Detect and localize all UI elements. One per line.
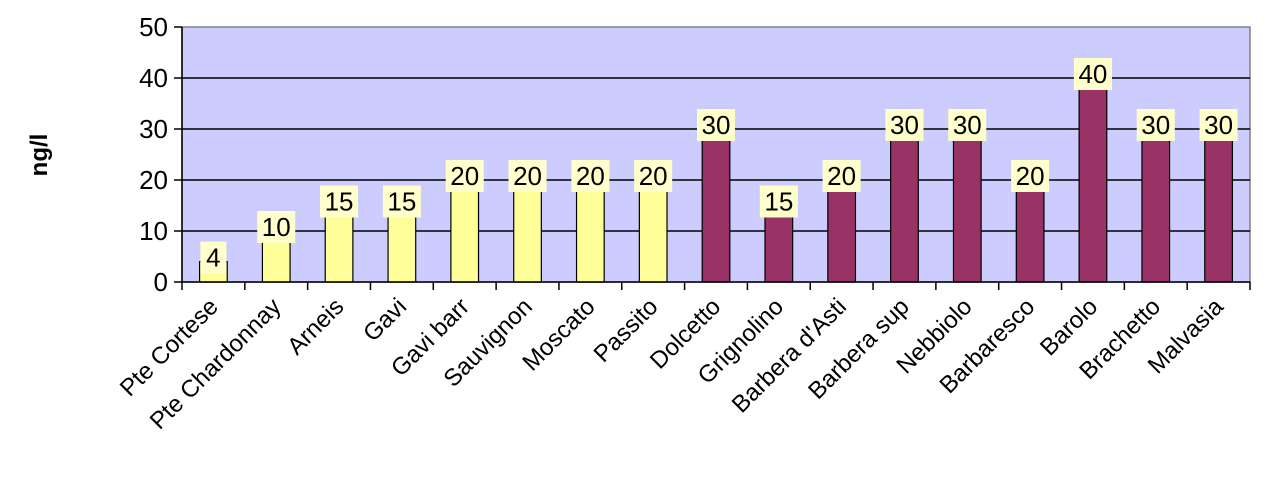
data-label-box xyxy=(445,160,484,192)
data-label-box xyxy=(697,109,735,141)
y-axis-label: ng/l xyxy=(26,134,53,177)
bar xyxy=(513,179,542,283)
data-label-box xyxy=(320,185,359,218)
data-label-box xyxy=(571,160,610,192)
data-label-box xyxy=(634,160,673,192)
data-label: 20 xyxy=(513,161,542,191)
data-label-box xyxy=(822,160,861,192)
data-label: 30 xyxy=(702,110,731,140)
bar xyxy=(1015,179,1045,283)
data-label: 30 xyxy=(890,110,919,140)
data-label: 30 xyxy=(1204,110,1233,140)
bar xyxy=(1204,128,1234,283)
bar xyxy=(324,204,354,283)
bar xyxy=(827,179,857,283)
data-label: 15 xyxy=(764,187,793,217)
bar xyxy=(890,128,919,283)
data-label: 10 xyxy=(262,212,291,242)
data-label-box xyxy=(382,185,421,218)
y-tick-label: 20 xyxy=(139,165,168,195)
y-tick-label: 50 xyxy=(139,12,168,42)
bar xyxy=(575,179,605,283)
bar xyxy=(450,179,480,283)
x-tick-label: Arneis xyxy=(282,293,349,360)
data-label-box xyxy=(508,160,547,192)
data-label-box xyxy=(1011,160,1050,192)
bar xyxy=(764,204,794,283)
bar xyxy=(1078,77,1108,283)
data-label: 20 xyxy=(1016,161,1045,191)
data-label-box xyxy=(1136,109,1175,141)
y-tick-label: 10 xyxy=(139,216,168,246)
y-tick-label: 40 xyxy=(139,63,168,93)
bar xyxy=(1141,128,1171,283)
y-tick-label: 0 xyxy=(154,267,168,297)
data-label-box xyxy=(1073,58,1112,90)
data-label: 30 xyxy=(953,110,982,140)
data-label: 4 xyxy=(206,243,220,273)
bar xyxy=(701,128,731,283)
data-label-box xyxy=(257,211,296,243)
data-label: 20 xyxy=(639,161,668,191)
data-label: 20 xyxy=(576,161,605,191)
data-label: 40 xyxy=(1078,59,1107,89)
data-label: 15 xyxy=(325,187,354,217)
data-label: 30 xyxy=(1141,110,1170,140)
data-label-box xyxy=(200,241,227,274)
bar xyxy=(638,179,668,283)
y-tick-label: 30 xyxy=(139,114,168,144)
data-label-box xyxy=(948,109,987,141)
data-label: 20 xyxy=(827,161,856,191)
bar xyxy=(952,128,982,283)
data-label-box xyxy=(759,185,798,218)
data-label-box xyxy=(885,109,924,141)
data-label: 20 xyxy=(450,161,479,191)
x-tick-label: Gavi xyxy=(358,293,412,347)
data-label-box xyxy=(1199,109,1238,141)
data-label: 15 xyxy=(387,187,416,217)
